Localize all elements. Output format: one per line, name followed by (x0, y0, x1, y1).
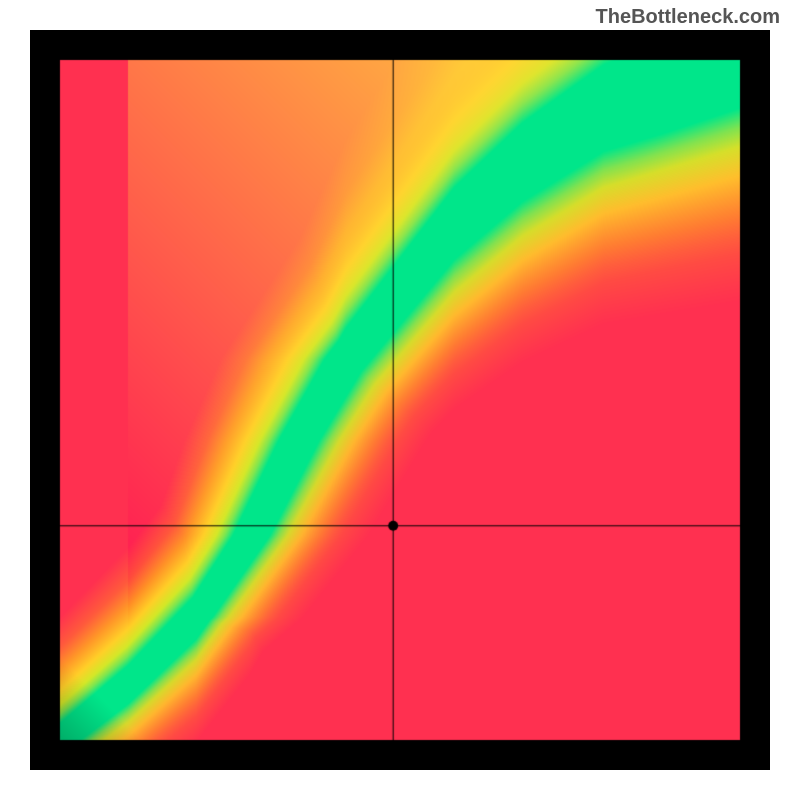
heatmap-chart (30, 30, 770, 770)
watermark-text: TheBottleneck.com (596, 6, 780, 29)
heatmap-canvas (30, 30, 770, 770)
